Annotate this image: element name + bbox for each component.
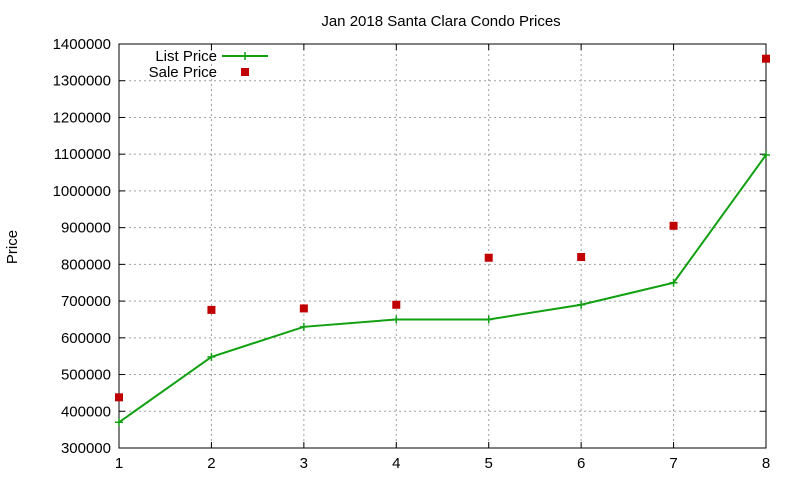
y-tick-label: 1200000 [53,109,111,126]
x-tick-label: 4 [392,455,400,472]
data-point [484,253,493,262]
data-point [669,278,678,287]
data-point [484,315,493,324]
gridlines [119,44,766,448]
y-tick-label: 1100000 [54,146,111,163]
x-tick-label: 1 [115,455,123,472]
tick-labels: 1 2 3 4 5 6 7 8 300000 400000 500000 600000 700000 80… [53,36,771,472]
y-tick-label: 700000 [61,293,111,310]
data-point [762,150,770,159]
data-point [577,253,586,262]
y-axis-label: Price [4,230,21,264]
x-tick-label: 3 [300,455,308,472]
legend-label: Sale Price [149,64,217,81]
legend-swatch-marker [241,52,249,60]
data-point [299,322,308,331]
x-tick-label: 2 [207,455,215,472]
data-point [299,304,308,313]
data-point [577,300,586,309]
data-point [762,54,770,63]
legend-item: List Price [155,48,268,65]
plot-border [118,43,767,449]
series-layer [115,54,770,427]
x-tick-label: 7 [669,455,677,472]
data-point [115,418,123,427]
series-line [118,154,767,424]
y-tick-label: 900000 [61,220,111,237]
axes [118,43,767,449]
x-tick-label: 5 [485,455,493,472]
y-tick-label: 1300000 [53,73,111,90]
data-point [207,352,216,361]
data-point [392,315,401,324]
y-tick-label: 600000 [61,330,111,347]
data-point [392,300,401,309]
series-1 [115,150,770,427]
chart-title: Jan 2018 Santa Clara Condo Prices [321,13,560,30]
data-point [669,221,678,230]
legend-label: List Price [155,48,217,65]
legend-item: Sale Price [149,64,249,81]
series-2 [115,54,770,402]
x-tick-label: 6 [577,455,585,472]
y-tick-label: 800000 [61,256,111,273]
y-tick-label: 500000 [61,367,111,384]
data-point [115,393,123,402]
data-point [207,305,216,314]
y-tick-label: 1400000 [53,36,111,53]
legend-swatch-marker [241,68,249,76]
y-tick-label: 1000000 [53,183,111,200]
y-tick-label: 300000 [61,440,111,457]
x-tick-label: 8 [762,455,770,472]
y-tick-label: 400000 [61,403,111,420]
